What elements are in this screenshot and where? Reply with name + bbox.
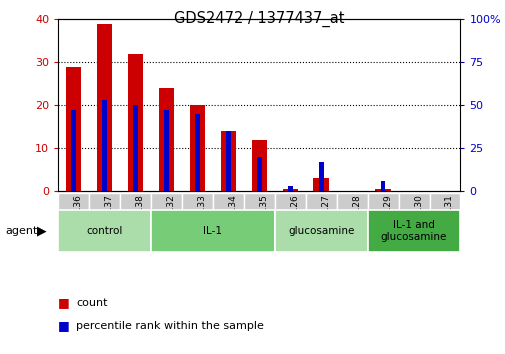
Bar xyxy=(318,162,323,191)
Bar xyxy=(189,105,205,191)
Text: control: control xyxy=(86,226,123,236)
Bar xyxy=(367,210,460,252)
Text: GSM143130: GSM143130 xyxy=(413,194,422,249)
Bar xyxy=(398,193,429,219)
Text: GSM143128: GSM143128 xyxy=(351,194,361,249)
Text: IL-1 and
glucosamine: IL-1 and glucosamine xyxy=(380,220,446,242)
Bar xyxy=(287,186,292,191)
Bar xyxy=(159,88,174,191)
Bar xyxy=(66,67,81,191)
Bar xyxy=(367,193,398,219)
Bar xyxy=(164,110,169,191)
Bar xyxy=(58,193,89,219)
Text: GSM143135: GSM143135 xyxy=(259,194,268,249)
Bar xyxy=(257,157,261,191)
Bar xyxy=(313,178,328,191)
Bar xyxy=(89,193,120,219)
Text: ■: ■ xyxy=(58,296,70,309)
Bar xyxy=(380,181,385,191)
Text: GSM143138: GSM143138 xyxy=(135,194,144,249)
Text: GSM143133: GSM143133 xyxy=(197,194,206,249)
Bar xyxy=(282,189,297,191)
Bar xyxy=(213,193,243,219)
Bar xyxy=(133,105,137,191)
Bar xyxy=(274,193,305,219)
Text: GSM143134: GSM143134 xyxy=(228,194,237,249)
Bar xyxy=(336,193,367,219)
Text: GSM143132: GSM143132 xyxy=(166,194,175,249)
Bar xyxy=(251,139,267,191)
Bar xyxy=(375,189,390,191)
Bar xyxy=(58,210,150,252)
Bar xyxy=(128,54,143,191)
Text: agent: agent xyxy=(5,226,37,236)
Text: percentile rank within the sample: percentile rank within the sample xyxy=(76,321,263,331)
Bar xyxy=(96,24,112,191)
Bar xyxy=(150,210,274,252)
Text: GDS2472 / 1377437_at: GDS2472 / 1377437_at xyxy=(174,11,344,27)
Bar xyxy=(150,193,182,219)
Bar xyxy=(429,193,460,219)
Bar xyxy=(305,193,336,219)
Bar xyxy=(71,110,76,191)
Bar xyxy=(220,131,236,191)
Text: GSM143126: GSM143126 xyxy=(290,194,298,249)
Text: ■: ■ xyxy=(58,319,70,332)
Text: ▶: ▶ xyxy=(37,224,46,238)
Text: GSM143131: GSM143131 xyxy=(444,194,453,249)
Text: GSM143127: GSM143127 xyxy=(321,194,330,249)
Bar xyxy=(226,131,230,191)
Text: IL-1: IL-1 xyxy=(203,226,222,236)
Text: GSM143136: GSM143136 xyxy=(74,194,82,249)
Text: GSM143129: GSM143129 xyxy=(382,194,391,249)
Text: GSM143137: GSM143137 xyxy=(105,194,114,249)
Bar xyxy=(274,210,367,252)
Text: glucosamine: glucosamine xyxy=(287,226,354,236)
Bar xyxy=(243,193,274,219)
Bar xyxy=(195,114,199,191)
Bar xyxy=(182,193,213,219)
Bar xyxy=(102,100,107,191)
Bar xyxy=(120,193,150,219)
Text: count: count xyxy=(76,298,107,308)
